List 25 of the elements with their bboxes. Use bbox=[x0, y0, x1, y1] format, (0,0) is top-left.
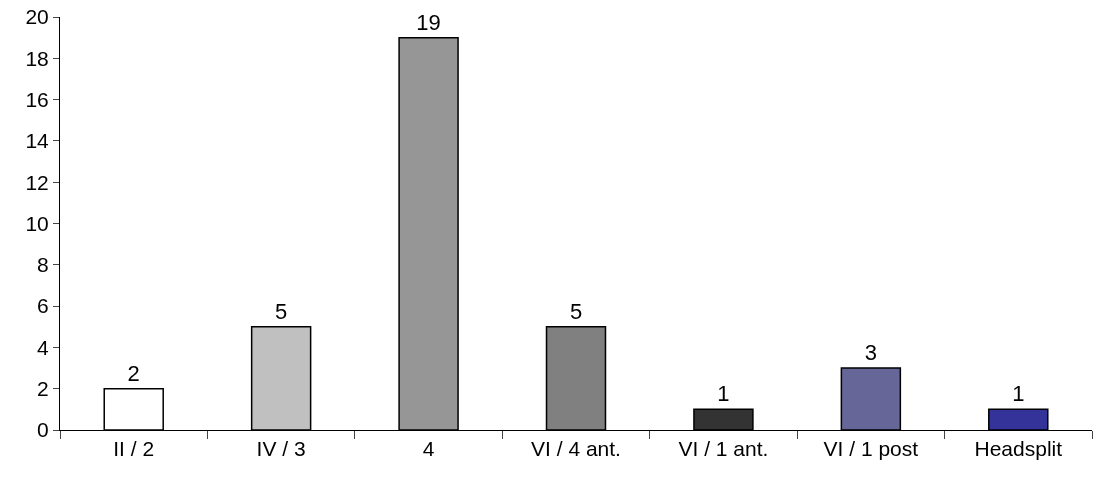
data-label: 1 bbox=[1012, 381, 1025, 407]
data-label: 5 bbox=[275, 298, 288, 324]
data-label: 2 bbox=[127, 360, 140, 386]
data-label: 1 bbox=[717, 381, 730, 407]
data-label: 19 bbox=[416, 9, 441, 35]
y-tick-label: 0 bbox=[37, 418, 49, 442]
x-tick-label: II / 2 bbox=[113, 437, 155, 461]
x-tick-label: VI / 1 ant. bbox=[678, 437, 769, 461]
data-label: 5 bbox=[569, 298, 583, 324]
y-tick-label: 18 bbox=[25, 46, 49, 70]
y-tick-label: 20 bbox=[25, 5, 49, 29]
y-tick-label: 16 bbox=[25, 87, 49, 111]
y-tick-label: 12 bbox=[25, 170, 49, 194]
x-tick-label: VI / 1 post bbox=[823, 437, 919, 461]
y-tick-label: 2 bbox=[37, 377, 49, 401]
data-label: 3 bbox=[864, 340, 877, 366]
y-tick-label: 4 bbox=[37, 335, 50, 359]
x-tick-label: 4 bbox=[422, 437, 435, 461]
y-tick-label: 10 bbox=[25, 211, 49, 235]
x-tick-label: VI / 4 ant. bbox=[531, 437, 621, 461]
x-tick-label: IV / 3 bbox=[256, 437, 306, 461]
y-tick-label: 8 bbox=[37, 253, 49, 277]
x-tick-label: Headsplit bbox=[974, 437, 1063, 461]
y-tick-label: 14 bbox=[25, 129, 50, 153]
y-tick-label: 6 bbox=[37, 294, 49, 318]
